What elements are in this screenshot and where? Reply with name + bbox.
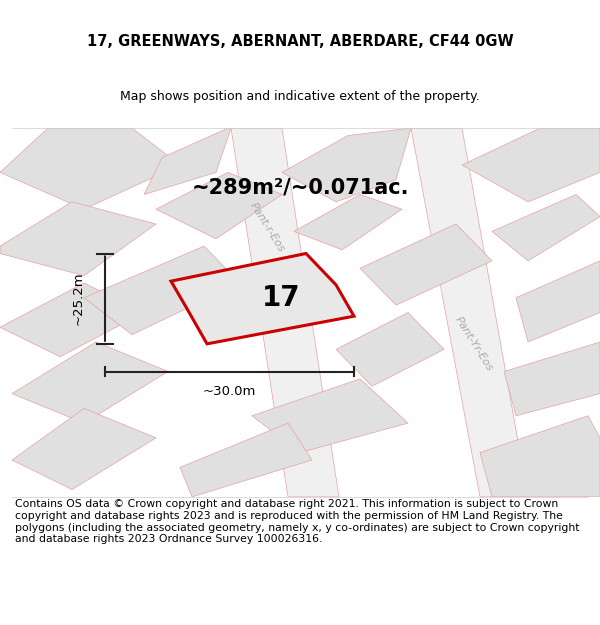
Polygon shape [156,173,282,239]
Text: Map shows position and indicative extent of the property.: Map shows position and indicative extent… [120,89,480,102]
Polygon shape [516,261,600,342]
Polygon shape [0,202,156,276]
Polygon shape [171,254,354,344]
Polygon shape [294,194,402,250]
Polygon shape [462,128,600,202]
Text: Pant-Yr-Eos: Pant-Yr-Eos [453,315,495,373]
Polygon shape [0,283,144,357]
Polygon shape [144,128,231,194]
Text: 17, GREENWAYS, ABERNANT, ABERDARE, CF44 0GW: 17, GREENWAYS, ABERNANT, ABERDARE, CF44 … [86,34,514,49]
Text: 17: 17 [262,284,301,312]
Polygon shape [12,408,156,489]
Text: ~289m²/~0.071ac.: ~289m²/~0.071ac. [191,177,409,197]
Polygon shape [480,416,600,497]
Text: Pant-r-Eos: Pant-r-Eos [248,201,286,254]
Polygon shape [282,128,411,202]
Polygon shape [180,423,312,497]
Polygon shape [12,342,168,423]
Polygon shape [492,194,600,261]
Polygon shape [252,379,408,452]
Polygon shape [231,128,339,497]
Text: Contains OS data © Crown copyright and database right 2021. This information is : Contains OS data © Crown copyright and d… [15,499,580,544]
Polygon shape [336,312,444,386]
Polygon shape [411,128,528,497]
Polygon shape [504,342,600,416]
Polygon shape [0,128,180,209]
Polygon shape [84,246,240,334]
Text: ~30.0m: ~30.0m [203,385,256,398]
Polygon shape [360,224,492,305]
Text: ~25.2m: ~25.2m [71,272,85,326]
